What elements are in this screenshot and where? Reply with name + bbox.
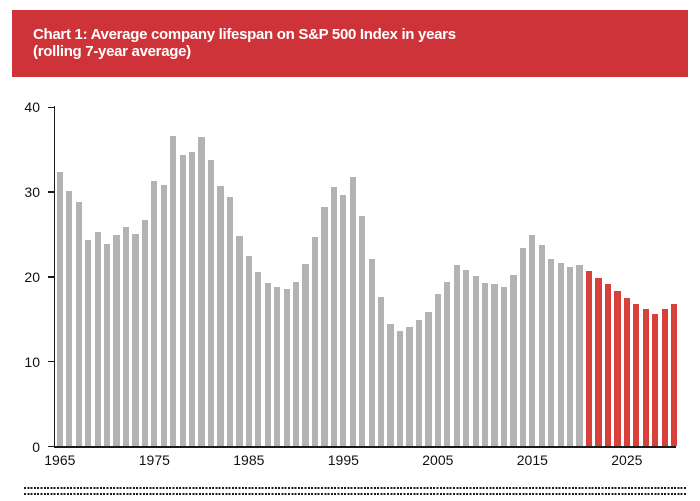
y-tick-10 — [48, 360, 54, 363]
bar-2023 — [604, 284, 612, 446]
bar-1989 — [283, 289, 290, 446]
bar-1972 — [122, 227, 130, 446]
bar-1965 — [56, 172, 63, 446]
x-tick-label-1975: 1975 — [138, 452, 170, 468]
bar-2005 — [434, 294, 441, 446]
bar-1979 — [189, 151, 196, 446]
y-tick-label-20: 20 — [24, 268, 40, 285]
bar-2008 — [463, 269, 470, 446]
bar-1999 — [378, 296, 385, 446]
bar-1987 — [264, 283, 271, 446]
bar-1970 — [103, 244, 111, 446]
bar-1966 — [66, 190, 73, 446]
y-tick-label-30: 30 — [24, 184, 40, 201]
bar-1976 — [160, 184, 167, 446]
bar-2027 — [642, 308, 649, 446]
y-tick-0 — [48, 445, 54, 448]
bar-2001 — [396, 330, 404, 446]
bar-2003 — [415, 320, 423, 446]
bar-1973 — [132, 234, 139, 446]
bar-2022 — [595, 278, 602, 446]
bar-2011 — [491, 284, 498, 446]
bar-2013 — [510, 274, 517, 446]
x-tick-label-2025: 2025 — [611, 452, 643, 468]
bar-1977 — [170, 136, 177, 446]
bar-1969 — [94, 232, 101, 446]
x-tick-label-1965: 1965 — [44, 452, 76, 468]
bar-2021 — [585, 271, 593, 446]
bar-1991 — [302, 263, 309, 446]
bar-2007 — [453, 265, 460, 446]
bar-1984 — [236, 235, 243, 446]
y-tick-label-0: 0 — [32, 438, 40, 455]
chart-title-banner: Chart 1: Average company lifespan on S&P… — [12, 10, 688, 77]
bar-2014 — [519, 247, 527, 446]
bar-1997 — [359, 216, 366, 446]
bar-1992 — [311, 236, 319, 446]
bar-1988 — [274, 286, 281, 446]
x-axis-line — [53, 445, 676, 448]
bar-2025 — [623, 297, 630, 446]
chart-title-line2: (rolling 7-year average) — [33, 42, 191, 60]
bar-1968 — [85, 239, 92, 446]
bar-2029 — [661, 308, 668, 446]
chart-title-line1: Chart 1: Average company lifespan on S&P… — [33, 26, 456, 43]
bar-1986 — [255, 272, 262, 446]
x-tick-label-1985: 1985 — [233, 452, 265, 468]
y-tick-40 — [48, 106, 54, 109]
dotted-divider-bottom — [24, 493, 687, 495]
bar-1998 — [368, 258, 375, 446]
y-tick-30 — [48, 191, 54, 193]
dotted-divider-top — [24, 487, 687, 489]
bar-2015 — [529, 234, 536, 446]
y-tick-label-10: 10 — [24, 353, 40, 370]
bar-2009 — [472, 276, 479, 446]
bar-1994 — [330, 187, 338, 446]
bar-1967 — [75, 201, 82, 446]
bar-1982 — [217, 185, 224, 446]
y-tick-20 — [48, 276, 54, 278]
bar-2010 — [481, 283, 489, 446]
bar-2019 — [567, 267, 574, 446]
bar-1980 — [198, 137, 205, 446]
bar-1971 — [113, 234, 120, 446]
x-tick-label-1995: 1995 — [327, 452, 359, 468]
bar-2030 — [670, 303, 678, 446]
bar-2012 — [500, 286, 508, 446]
bar-1983 — [226, 196, 234, 446]
y-tick-label-40: 40 — [24, 99, 40, 116]
y-axis-line — [53, 106, 55, 448]
x-tick-label-2015: 2015 — [516, 452, 548, 468]
bar-1975 — [151, 181, 158, 446]
bar-1985 — [245, 256, 252, 446]
bar-2026 — [633, 303, 640, 446]
bar-1993 — [321, 206, 328, 446]
bar-1974 — [141, 220, 149, 446]
bar-1978 — [179, 155, 186, 446]
bar-2016 — [538, 245, 545, 446]
bar-1981 — [207, 160, 215, 446]
bar-2006 — [444, 282, 451, 446]
x-tick-label-2005: 2005 — [422, 452, 454, 468]
bar-1995 — [340, 194, 347, 446]
bar-1990 — [292, 282, 300, 446]
bar-2024 — [614, 290, 621, 446]
bar-1996 — [349, 177, 356, 446]
bar-2028 — [652, 313, 659, 446]
bar-2002 — [406, 327, 413, 446]
bar-2004 — [425, 312, 432, 446]
bar-2018 — [557, 262, 564, 446]
bar-2020 — [576, 265, 583, 446]
bar-2017 — [548, 259, 555, 446]
bar-2000 — [387, 323, 394, 446]
